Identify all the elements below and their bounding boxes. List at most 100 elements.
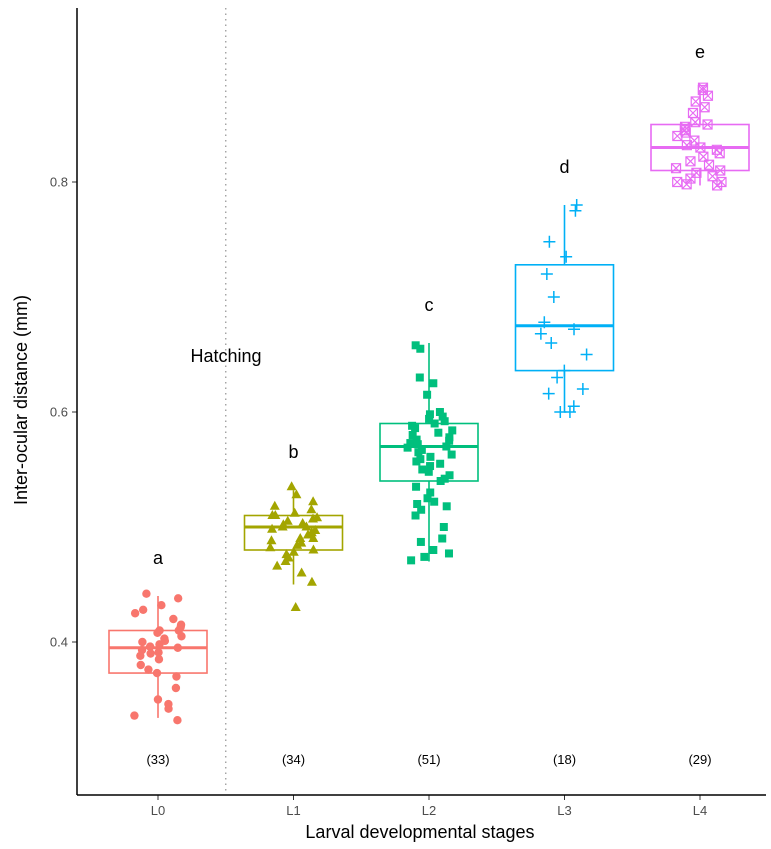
data-point bbox=[172, 672, 181, 681]
data-point bbox=[290, 602, 301, 611]
data-point bbox=[302, 529, 313, 539]
data-point bbox=[580, 348, 593, 361]
data-point bbox=[426, 462, 435, 471]
x-tick-label: L0 bbox=[151, 803, 165, 818]
data-point bbox=[286, 481, 297, 491]
data-point bbox=[448, 426, 457, 435]
data-point bbox=[425, 414, 434, 423]
data-point bbox=[445, 436, 454, 445]
significance-letter: e bbox=[695, 42, 705, 62]
data-point bbox=[570, 199, 583, 211]
data-point bbox=[292, 539, 303, 549]
data-point bbox=[440, 417, 449, 426]
sample-size-label: (29) bbox=[688, 752, 711, 767]
data-point bbox=[425, 410, 434, 419]
data-point bbox=[142, 589, 151, 598]
x-tick-label: L2 bbox=[422, 803, 436, 818]
data-point bbox=[136, 660, 145, 670]
data-point bbox=[306, 504, 317, 514]
data-point bbox=[306, 576, 317, 586]
significance-letter: a bbox=[153, 548, 164, 568]
data-point bbox=[423, 390, 432, 399]
y-axis-title: Inter-ocular distance (mm) bbox=[11, 295, 31, 505]
data-point bbox=[308, 533, 319, 542]
data-point bbox=[411, 511, 420, 520]
data-point bbox=[413, 440, 422, 449]
data-point bbox=[569, 204, 582, 217]
data-point bbox=[407, 556, 416, 565]
data-point bbox=[153, 695, 163, 704]
data-point bbox=[440, 474, 449, 483]
significance-letter: d bbox=[559, 157, 569, 177]
data-point bbox=[411, 424, 420, 433]
data-point bbox=[438, 412, 447, 421]
data-point bbox=[447, 450, 456, 459]
sample-size-label: (33) bbox=[146, 752, 169, 767]
sample-size-label: (34) bbox=[282, 752, 305, 767]
data-point bbox=[414, 448, 423, 457]
data-point bbox=[445, 471, 454, 480]
data-point bbox=[424, 467, 433, 476]
data-point bbox=[308, 496, 319, 506]
data-point bbox=[442, 442, 451, 451]
data-point bbox=[563, 406, 576, 418]
data-point bbox=[690, 117, 701, 128]
data-point bbox=[417, 505, 426, 514]
data-point bbox=[267, 523, 278, 533]
data-point bbox=[412, 435, 421, 444]
data-point bbox=[714, 148, 725, 159]
data-point bbox=[418, 465, 427, 474]
data-point bbox=[426, 488, 435, 497]
data-point bbox=[152, 668, 162, 678]
y-tick-label: 0.6 bbox=[50, 405, 68, 420]
x-tick-label: L4 bbox=[693, 803, 707, 818]
data-point bbox=[670, 163, 682, 174]
data-point bbox=[551, 371, 564, 384]
data-point bbox=[177, 632, 186, 641]
data-point bbox=[144, 665, 153, 674]
sample-size-label: (18) bbox=[553, 752, 576, 767]
data-point bbox=[277, 521, 288, 531]
data-point bbox=[403, 443, 412, 452]
data-point bbox=[703, 159, 715, 170]
data-point bbox=[444, 549, 453, 558]
data-point bbox=[681, 179, 692, 190]
data-point bbox=[681, 140, 692, 151]
data-point bbox=[560, 250, 573, 263]
data-point bbox=[269, 500, 280, 510]
data-point bbox=[542, 387, 555, 400]
data-point bbox=[430, 419, 439, 428]
data-point bbox=[169, 614, 178, 624]
data-point bbox=[545, 337, 558, 349]
data-point bbox=[173, 643, 183, 652]
data-point bbox=[173, 594, 183, 603]
data-point bbox=[534, 327, 547, 340]
data-point bbox=[413, 500, 422, 508]
sample-size-label: (51) bbox=[417, 752, 440, 767]
data-point bbox=[436, 459, 445, 468]
data-point bbox=[429, 546, 438, 554]
data-point bbox=[439, 523, 448, 531]
data-point bbox=[416, 344, 425, 353]
data-point bbox=[146, 649, 155, 658]
data-point bbox=[295, 533, 306, 542]
data-point bbox=[442, 502, 451, 511]
x-tick-label: L1 bbox=[286, 803, 300, 818]
data-point bbox=[307, 513, 318, 523]
data-point bbox=[173, 716, 182, 725]
data-point bbox=[576, 383, 589, 395]
data-point bbox=[289, 507, 300, 517]
data-point bbox=[155, 640, 164, 649]
data-point bbox=[702, 90, 714, 101]
data-point bbox=[430, 497, 439, 506]
hatching-annotation: Hatching bbox=[190, 346, 261, 366]
data-point bbox=[282, 515, 293, 525]
data-point bbox=[420, 552, 429, 561]
data-point bbox=[130, 609, 140, 618]
data-point bbox=[426, 452, 435, 461]
data-point bbox=[429, 379, 438, 388]
data-point bbox=[145, 642, 155, 651]
data-point bbox=[130, 711, 139, 720]
